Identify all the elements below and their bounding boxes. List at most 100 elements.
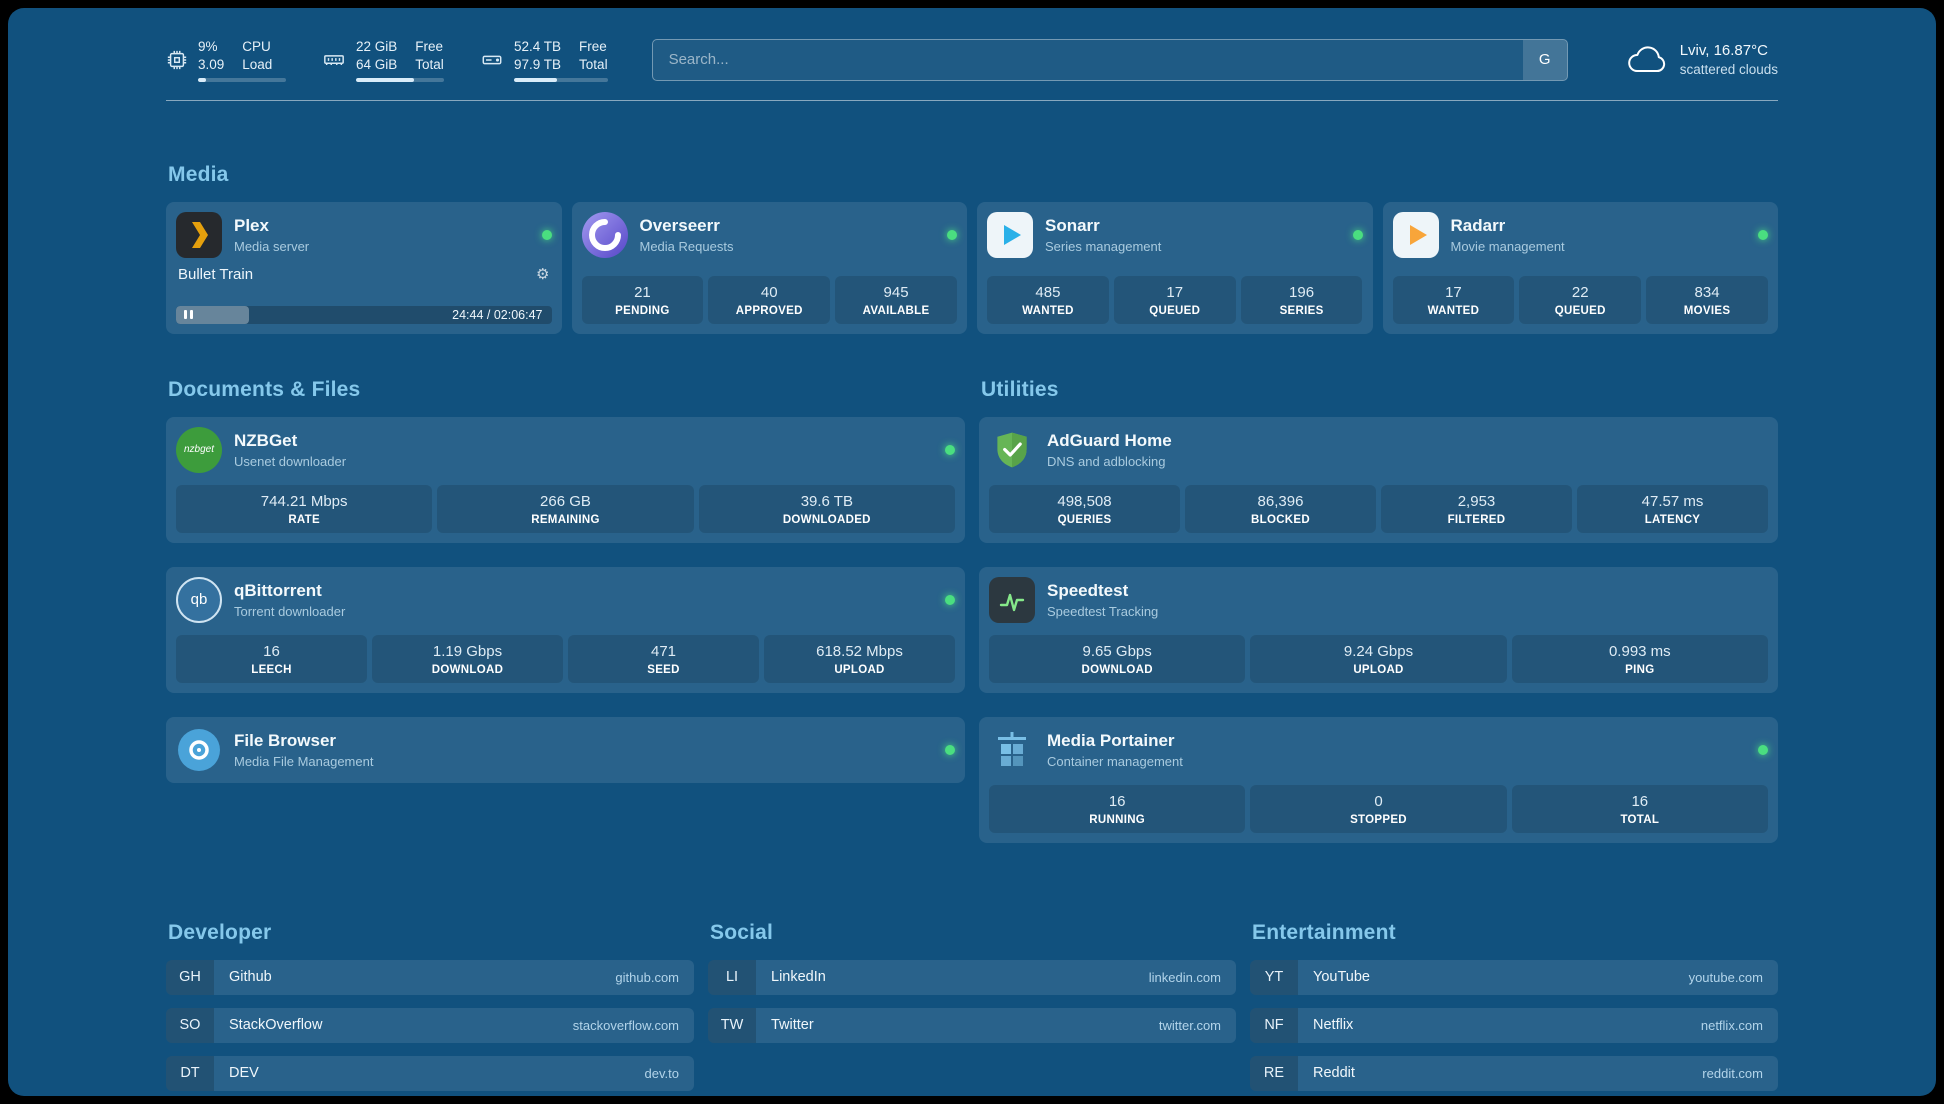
status-dot (945, 444, 955, 455)
top-bar: 9% 3.09 CPU Load (166, 8, 1778, 82)
service-subtitle: Speedtest Tracking (1047, 603, 1159, 619)
weather-widget: Lviv, 16.87°C scattered clouds (1624, 42, 1778, 77)
playback-time: 24:44 / 02:06:47 (452, 307, 543, 322)
bookmark-domain: reddit.com (1702, 1065, 1763, 1081)
cloud-icon (1627, 46, 1665, 72)
bookmark-abbr: NF (1250, 1007, 1298, 1043)
bookmarks-section: Developer GH Github github.com SO StackO… (166, 921, 1778, 1096)
stat-box: 834 MOVIES (1646, 275, 1768, 324)
stat-box: 498,508 QUERIES (989, 484, 1180, 533)
status-dot (1758, 229, 1768, 240)
bookmark-domain: stackoverflow.com (572, 1017, 679, 1033)
disk-usage-bar (514, 77, 608, 82)
bookmark-stackoverflow[interactable]: SO StackOverflow stackoverflow.com (166, 1007, 694, 1043)
bookmark-twitter[interactable]: TW Twitter twitter.com (708, 1007, 1236, 1043)
disk-labels: Free Total (579, 39, 608, 72)
stat-box: 39.6 TB DOWNLOADED (698, 484, 955, 533)
memory-widget: 22 GiB 64 GiB Free Total (322, 38, 444, 82)
service-name: Media Portainer (1047, 730, 1175, 750)
bookmark-reddit[interactable]: RE Reddit reddit.com (1250, 1055, 1778, 1091)
bookmark-domain: github.com (615, 969, 679, 985)
bookmark-netflix[interactable]: NF Netflix netflix.com (1250, 1007, 1778, 1043)
memory-usage-bar (356, 77, 444, 82)
qbittorrent-icon: qb (176, 576, 222, 623)
stat-box: 16 TOTAL (1511, 784, 1768, 833)
service-subtitle: Movie management (1450, 238, 1565, 254)
stat-box: 47.57 ms LATENCY (1577, 484, 1768, 533)
status-dot (945, 594, 955, 605)
stat-box: 2,953 FILTERED (1381, 484, 1572, 533)
service-name: qBittorrent (234, 580, 322, 600)
stat-box: 16 LEECH (176, 634, 367, 683)
stat-box: 945 AVAILABLE (835, 275, 957, 324)
bookmark-domain: twitter.com (1158, 1017, 1221, 1033)
overseerr-icon (581, 211, 628, 258)
qbittorrent-card[interactable]: qb qBittorrent Torrent downloader 16 LEE… (166, 566, 965, 693)
bookmark-linkedin[interactable]: LI LinkedIn linkedin.com (708, 959, 1236, 995)
search-input[interactable] (651, 38, 1568, 81)
stat-box: 196 SERIES (1240, 275, 1363, 324)
bookmark-domain: youtube.com (1688, 969, 1763, 985)
bookmark-abbr: GH (166, 959, 214, 995)
nzbget-card[interactable]: nzbget NZBGet Usenet downloader 744.21 M… (166, 416, 965, 543)
stat-box: 21 PENDING (581, 275, 704, 324)
bookmark-youtube[interactable]: YT YouTube youtube.com (1250, 959, 1778, 995)
stat-box: 17 QUEUED (1113, 275, 1236, 324)
bookmark-abbr: SO (166, 1007, 214, 1043)
stat-box: 17 WANTED (1392, 275, 1515, 324)
filebrowser-card[interactable]: File Browser Media File Management (166, 716, 965, 783)
memory-values: 22 GiB 64 GiB (356, 39, 398, 72)
bookmark-name: StackOverflow (229, 1017, 323, 1034)
pause-button[interactable] (184, 310, 193, 320)
service-name: AdGuard Home (1047, 430, 1172, 450)
stat-box: 744.21 Mbps RATE (176, 484, 433, 533)
documents-column: Documents & Files nzbget NZBGet Usenet d… (166, 378, 965, 783)
service-subtitle: Media File Management (234, 753, 374, 769)
bookmark-domain: linkedin.com (1148, 969, 1221, 985)
status-dot (1352, 229, 1363, 240)
radarr-card[interactable]: Radarr Movie management 17 WANTED 22 QUE… (1382, 201, 1778, 334)
bookmark-group-entertainment: Entertainment YT YouTube youtube.com NF … (1250, 921, 1778, 1091)
utilities-column: Utilities AdGuard Home DNS and (979, 378, 1778, 843)
cpu-icon (167, 50, 187, 69)
bookmark-name: Github (229, 969, 272, 986)
adguard-card[interactable]: AdGuard Home DNS and adblocking 498,508 … (979, 416, 1778, 543)
stat-box: 266 GB REMAINING (437, 484, 694, 533)
bookmark-github[interactable]: GH Github github.com (166, 959, 694, 995)
stat-box: 1.19 Gbps DOWNLOAD (372, 634, 563, 683)
overseerr-card[interactable]: Overseerr Media Requests 21 PENDING 40 A… (571, 201, 967, 334)
cpu-widget: 9% 3.09 CPU Load (166, 38, 286, 82)
service-subtitle: Torrent downloader (234, 603, 346, 619)
bookmark-name: Twitter (771, 1017, 814, 1034)
cpu-labels: CPU Load (242, 39, 273, 72)
stat-box: 0 STOPPED (1250, 784, 1507, 833)
search-bar: G (651, 38, 1568, 81)
bookmark-group-social: Social LI LinkedIn linkedin.com TW Twitt… (708, 921, 1236, 1091)
settings-gear-icon[interactable]: ⚙ (536, 264, 550, 283)
weather-condition: scattered clouds (1679, 62, 1778, 78)
header-divider (166, 99, 1778, 101)
sonarr-card[interactable]: Sonarr Series management 485 WANTED 17 Q… (977, 201, 1373, 334)
cpu-usage-bar (198, 77, 286, 82)
status-dot (541, 229, 552, 240)
entertainment-group-title: Entertainment (1252, 920, 1396, 944)
bookmark-dev[interactable]: DT DEV dev.to (166, 1055, 694, 1091)
stat-box: 9.24 Gbps UPLOAD (1250, 634, 1507, 683)
media-section-title: Media (168, 162, 229, 186)
status-dot (947, 229, 957, 240)
dashboard-page: 9% 3.09 CPU Load (8, 8, 1936, 1096)
cpu-values: 9% 3.09 (198, 39, 225, 72)
bookmark-name: DEV (229, 1065, 259, 1082)
bookmark-abbr: RE (1250, 1055, 1298, 1091)
portainer-card[interactable]: Media Portainer Container management 16 … (979, 716, 1778, 843)
speedtest-card[interactable]: Speedtest Speedtest Tracking 9.65 Gbps D… (979, 566, 1778, 693)
stat-box: 9.65 Gbps DOWNLOAD (989, 634, 1246, 683)
status-dot (945, 744, 955, 755)
bookmark-group-developer: Developer GH Github github.com SO StackO… (166, 921, 694, 1091)
plex-card[interactable]: Plex Media server Bullet Train ⚙ 24:44 /… (166, 201, 562, 334)
bookmark-domain: netflix.com (1700, 1017, 1763, 1033)
bookmark-name: LinkedIn (771, 969, 826, 986)
search-provider-button[interactable]: G (1522, 39, 1567, 80)
bookmark-name: Netflix (1313, 1017, 1354, 1034)
playback-progress-bar[interactable]: 24:44 / 02:06:47 (176, 305, 552, 324)
